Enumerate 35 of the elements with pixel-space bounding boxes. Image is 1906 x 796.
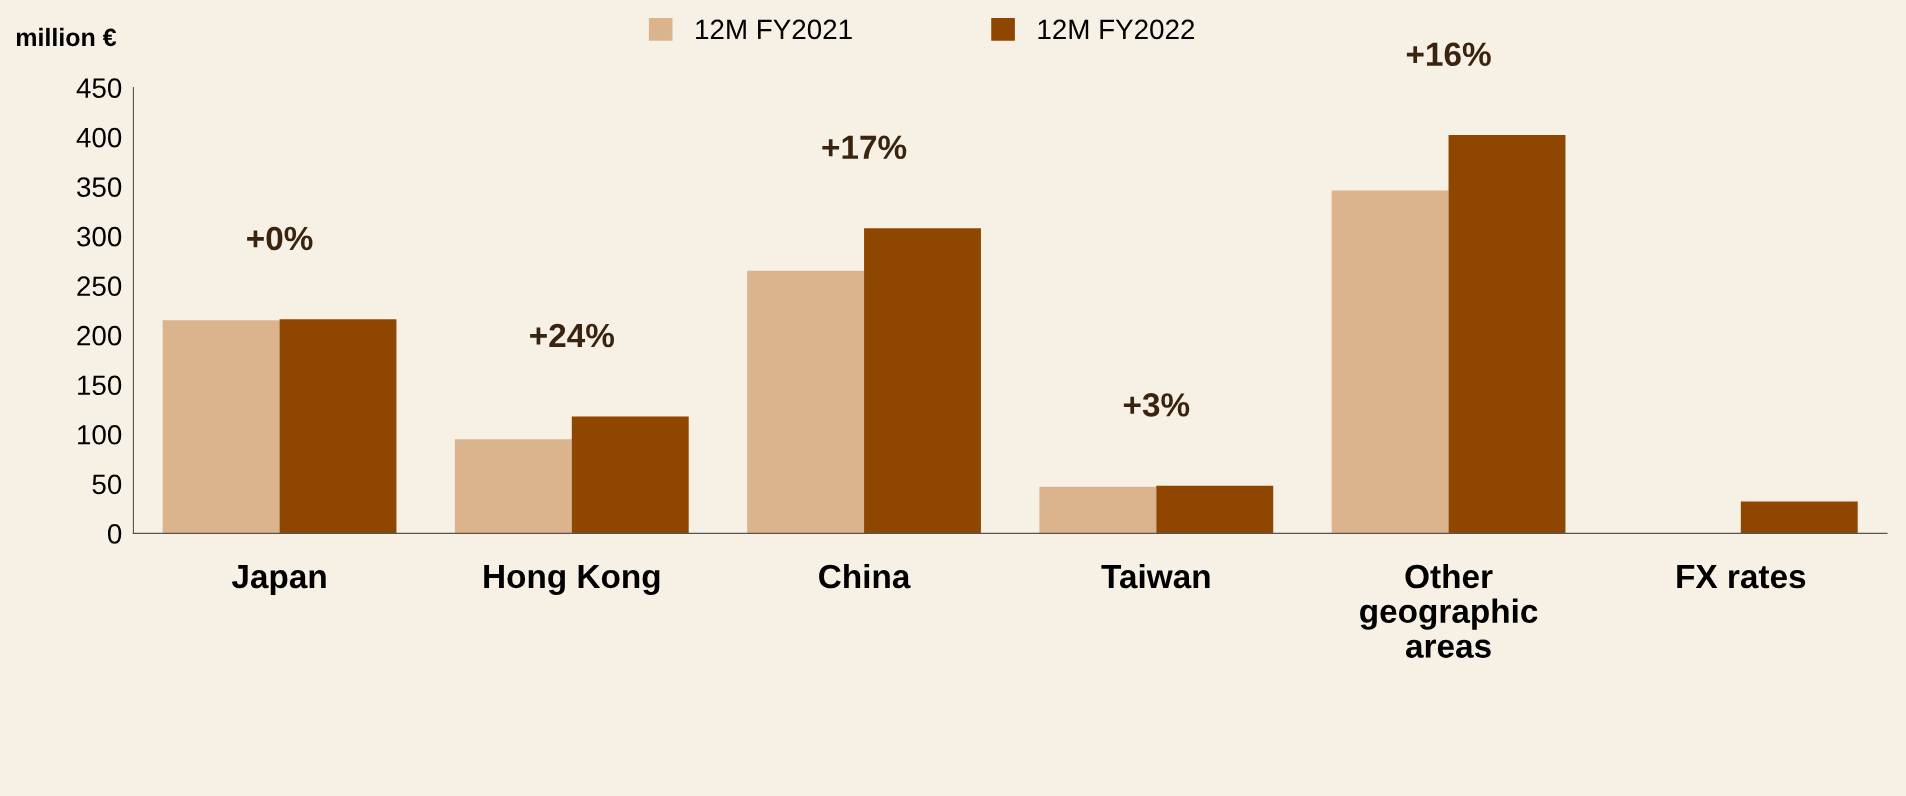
x-tick-label: Other geographic areas — [1360, 563, 1538, 658]
legend-label: 12M FY2022 — [1038, 19, 1195, 40]
y-tick-label: 250 — [77, 276, 122, 297]
bar — [162, 320, 280, 534]
bar — [1156, 485, 1274, 534]
y-tick-label: 200 — [77, 325, 122, 346]
bar — [1039, 486, 1157, 534]
bar — [747, 270, 865, 534]
y-tick-label: 50 — [92, 474, 122, 495]
bar — [1331, 190, 1449, 534]
y-tick-label: 300 — [77, 226, 122, 247]
y-tick-label: 100 — [78, 424, 122, 445]
y-tick-label: 400 — [76, 127, 122, 148]
bar — [279, 319, 397, 534]
x-tick-label: FX rates — [1677, 565, 1806, 589]
annotation: +3% — [1123, 393, 1190, 417]
x-tick-label: Taiwan — [1101, 563, 1210, 589]
legend-label: 12M FY2021 — [696, 19, 852, 40]
annotation: +17% — [822, 135, 907, 160]
y-tick-label: 0 — [107, 523, 122, 544]
y-tick-label: 150 — [78, 375, 122, 396]
bar — [571, 416, 689, 534]
annotation: +24% — [530, 323, 615, 348]
bar — [864, 228, 981, 534]
x-tick-label: China — [819, 563, 911, 589]
annotation: +16% — [1406, 42, 1491, 67]
y-tick-label: 350 — [77, 177, 122, 197]
x-tick-label: Japan — [231, 565, 326, 595]
y-tick-label: 450 — [76, 78, 122, 98]
bar — [454, 439, 572, 534]
annotation: +0% — [247, 226, 313, 251]
bar — [1448, 135, 1566, 534]
y-axis-title: million € — [16, 27, 117, 47]
bar — [1740, 501, 1858, 534]
x-tick-label: Hong Kong — [484, 564, 660, 595]
